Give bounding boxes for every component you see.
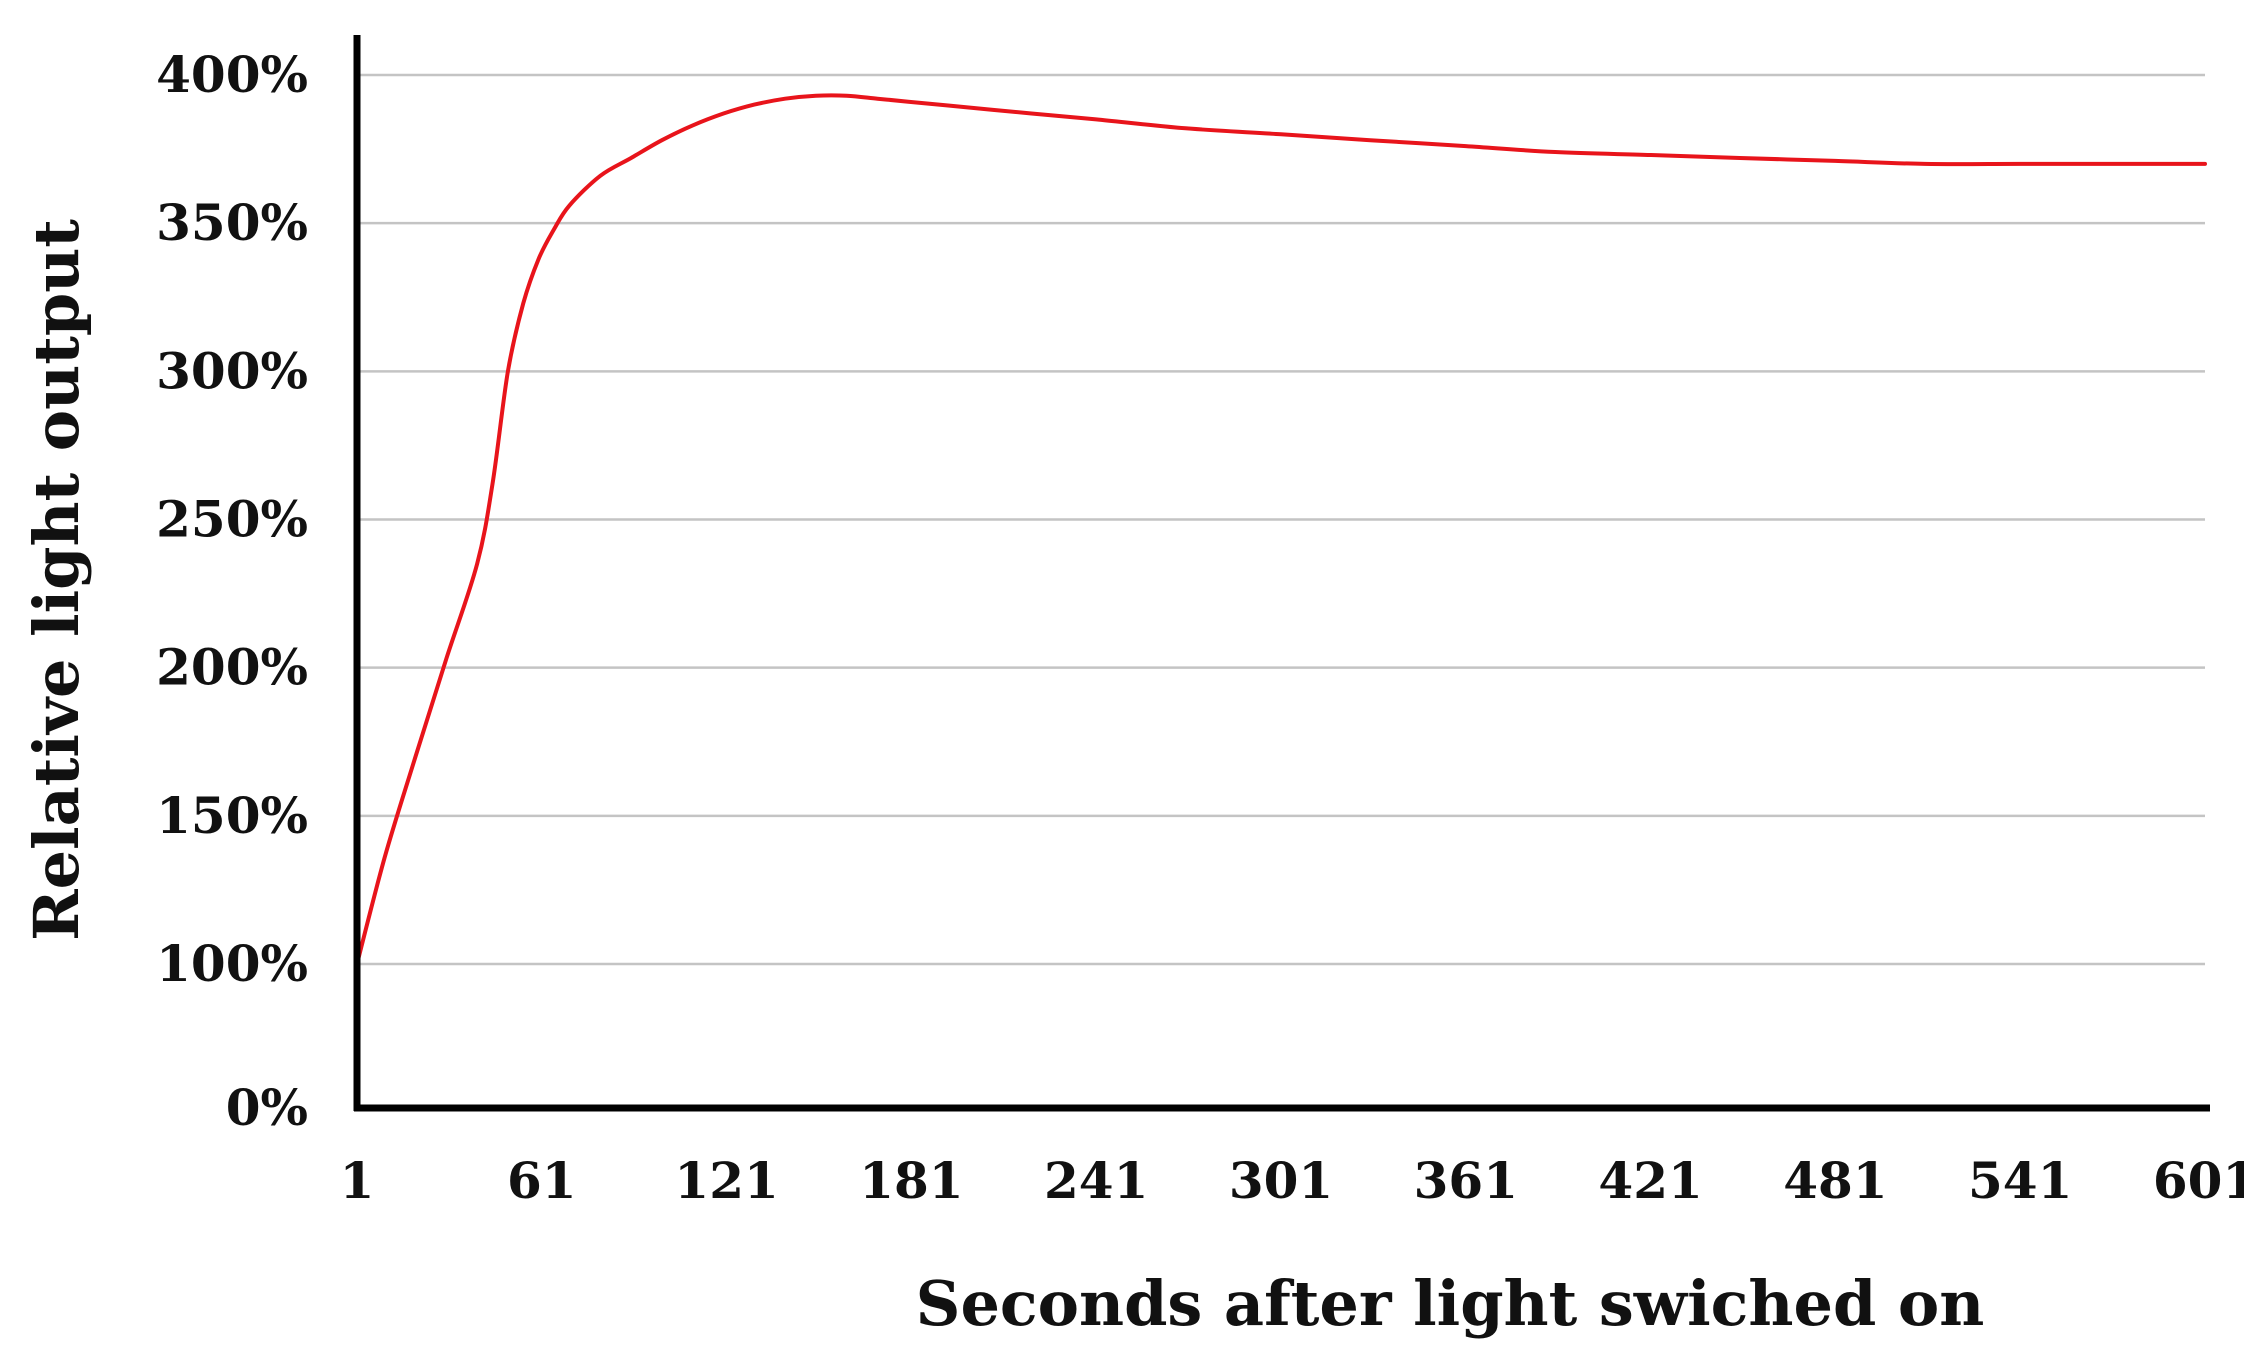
x-axis-title: Seconds after light swiched on xyxy=(916,1267,1985,1340)
y-tick-label: 300% xyxy=(156,341,308,400)
x-axis-tick-labels: 1 61 121 181 241 301 361 421 481 541 601 xyxy=(340,1151,2244,1210)
y-tick-label: 400% xyxy=(156,45,308,104)
y-tick-label: 200% xyxy=(156,638,308,697)
y-axis-title: Relative light output xyxy=(20,219,93,941)
x-tick-label: 121 xyxy=(674,1151,778,1210)
x-tick-label: 241 xyxy=(1044,1151,1148,1210)
y-tick-label: 0% xyxy=(226,1078,308,1137)
x-tick-label: 1 xyxy=(340,1151,375,1210)
x-tick-label: 541 xyxy=(1968,1151,2072,1210)
gridlines xyxy=(357,73,2205,966)
y-tick-label: 100% xyxy=(156,934,308,993)
x-tick-label: 481 xyxy=(1783,1151,1887,1210)
x-tick-label: 361 xyxy=(1414,1151,1518,1210)
x-tick-label: 181 xyxy=(859,1151,963,1210)
y-tick-label: 350% xyxy=(156,193,308,252)
series-line xyxy=(355,93,2207,966)
y-axis-tick-labels: 0% 100% 150% 200% 250% 300% 350% 400% xyxy=(156,45,308,1137)
x-tick-label: 601 xyxy=(2153,1151,2244,1210)
x-tick-label: 421 xyxy=(1598,1151,1702,1210)
y-tick-label: 150% xyxy=(156,786,308,845)
x-tick-label: 301 xyxy=(1229,1151,1333,1210)
x-tick-label: 61 xyxy=(507,1151,577,1210)
y-tick-label: 250% xyxy=(156,490,308,549)
